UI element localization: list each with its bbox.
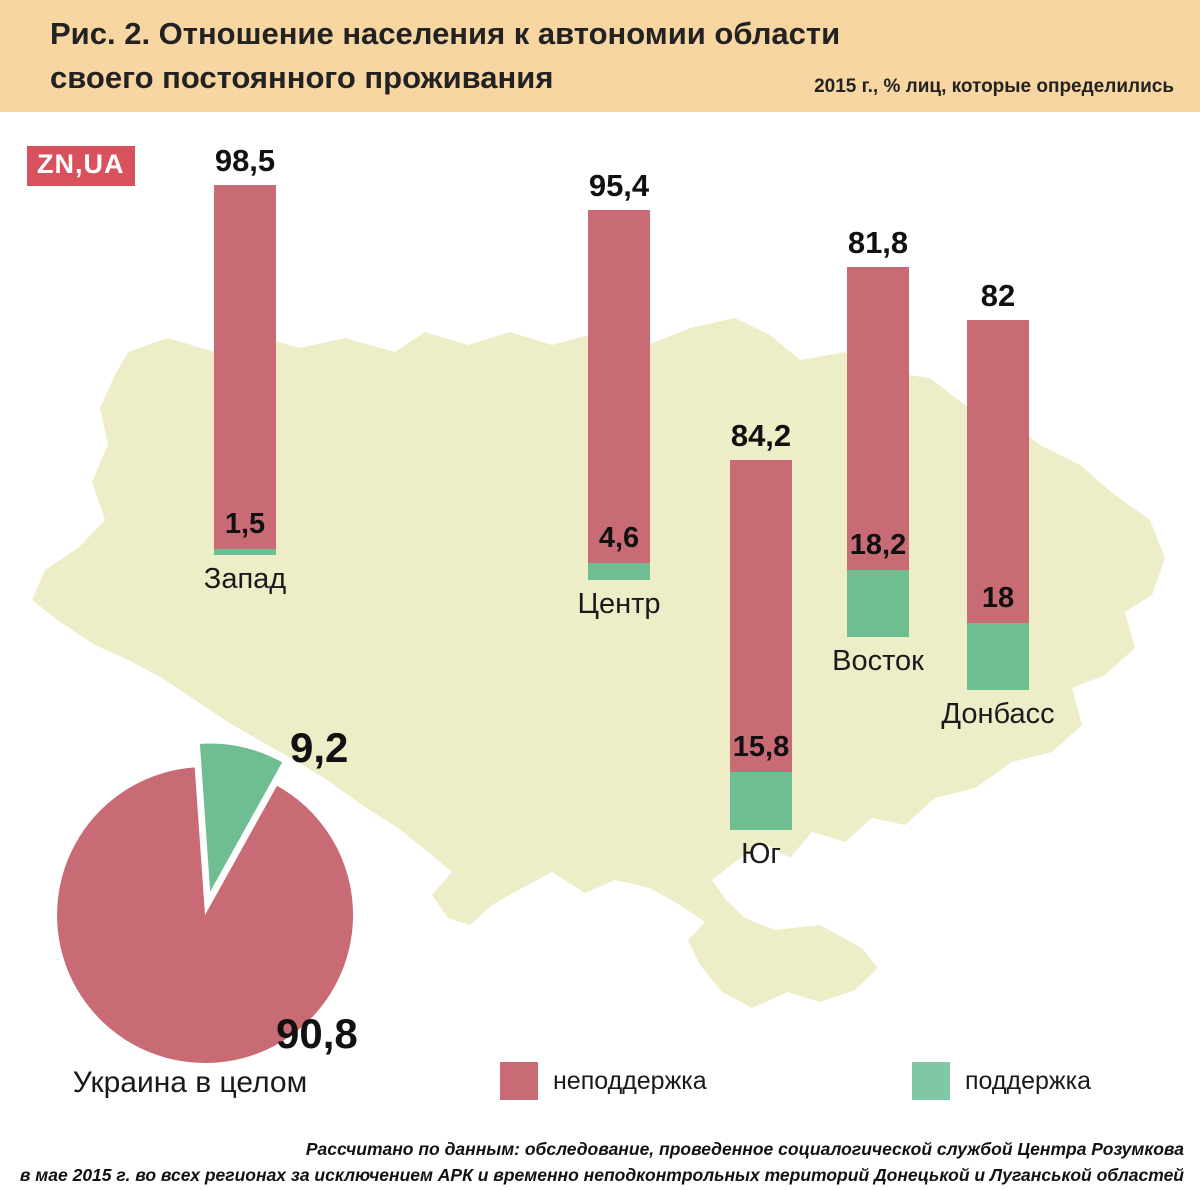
bar-zapad-segment-against <box>214 185 276 549</box>
legend-item-against: неподдержка <box>500 1062 707 1100</box>
region-label-yug: Юг <box>741 838 781 870</box>
bar-yug-against-value: 84,2 <box>730 418 792 453</box>
header-band <box>0 0 1200 112</box>
bar-donbass-support-value: 18 <box>981 582 1015 614</box>
figure-title: Рис. 2. Отношение населения к автономии … <box>50 12 840 100</box>
source-note: Рассчитано по данным: обследование, пров… <box>20 1137 1184 1188</box>
bar-tsentr-segment-against <box>588 210 650 563</box>
bar-vostok-support-value: 18,2 <box>849 529 907 561</box>
region-label-tsentr: Центр <box>577 588 661 620</box>
bar-zapad-support-value: 1,5 <box>224 508 266 540</box>
figure-subtitle: 2015 г., % лиц, которые определились <box>814 76 1174 97</box>
bar-yug: 84,2 15,8 Юг <box>730 418 792 870</box>
pie-value-against: 90,8 <box>276 1010 358 1057</box>
pie-value-support: 9,2 <box>290 724 349 771</box>
legend-item-support: поддержка <box>912 1062 1091 1100</box>
legend-swatch-support <box>912 1062 950 1100</box>
bar-donbass-segment-against <box>967 320 1029 623</box>
legend-label-against: неподдержка <box>553 1066 707 1095</box>
region-label-vostok: Восток <box>832 645 924 677</box>
pie-slice-against <box>57 767 354 1064</box>
bar-vostok-segment-support <box>847 570 909 637</box>
bar-vostok-against-value: 81,8 <box>847 225 909 260</box>
pie-caption: Украина в целом <box>72 1066 308 1099</box>
source-note-line2: в мае 2015 г. во всех регионах за исключ… <box>19 1164 1184 1185</box>
bar-zapad-segment-support <box>214 549 276 555</box>
bar-yug-segment-against <box>730 460 792 772</box>
bar-vostok-segment-against <box>847 267 909 570</box>
figure-title-line1: Рис. 2. Отношение населения к автономии … <box>50 16 841 51</box>
bar-tsentr-support-value: 4,6 <box>598 522 640 554</box>
bar-tsentr: 95,4 4,6 Центр <box>577 168 660 620</box>
bar-vostok: 81,8 18,2 Восток <box>832 225 924 677</box>
bar-donbass-segment-support <box>967 623 1029 690</box>
bar-zapad-against-value: 98,5 <box>214 143 276 178</box>
bar-zapad: 98,5 1,5 Запад <box>204 143 286 595</box>
bar-donbass: 82 18 Донбасс <box>941 278 1054 730</box>
region-label-donbass: Донбасс <box>941 698 1055 730</box>
figure-title-line2: своего постоянного проживания <box>50 60 554 96</box>
bar-donbass-against-value: 82 <box>980 278 1016 313</box>
bar-tsentr-segment-support <box>588 563 650 580</box>
legend-swatch-against <box>500 1062 538 1100</box>
bar-yug-support-value: 15,8 <box>732 731 790 763</box>
source-note-line1: Рассчитано по данным: обследование, пров… <box>305 1139 1184 1160</box>
pie-slice-support <box>199 743 283 892</box>
bar-tsentr-against-value: 95,4 <box>588 168 650 203</box>
bar-yug-segment-support <box>730 772 792 830</box>
znua-logo: ZN,UA <box>27 146 135 186</box>
region-label-zapad: Запад <box>203 563 287 595</box>
legend-label-support: поддержка <box>965 1066 1091 1095</box>
